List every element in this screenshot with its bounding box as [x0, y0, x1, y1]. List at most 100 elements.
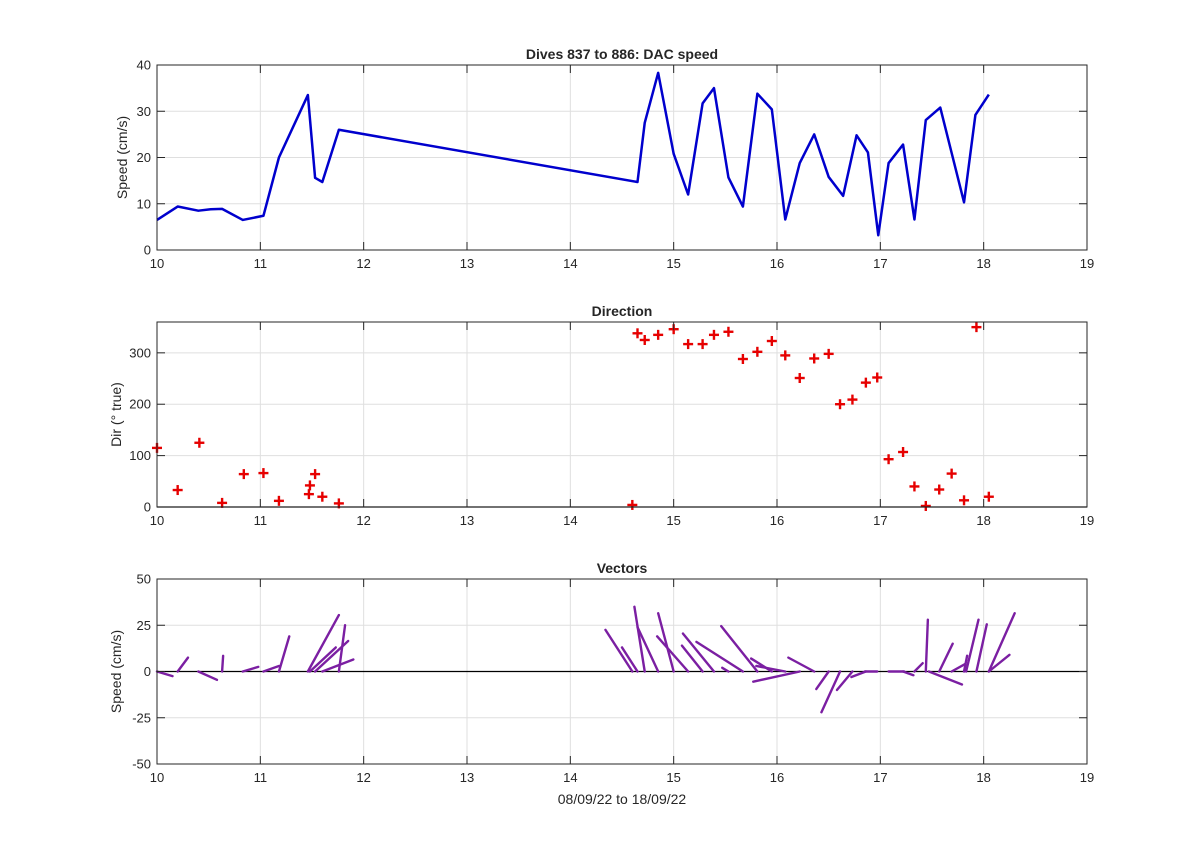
direction-point	[653, 329, 664, 340]
vectors-ylabel: Speed (cm/s)	[108, 630, 124, 713]
x-tick-label: 10	[150, 513, 164, 528]
direction-point	[752, 346, 763, 357]
direction-point	[809, 353, 820, 364]
vector-stick	[241, 665, 260, 673]
direction-point	[303, 489, 314, 500]
direction-point	[683, 339, 694, 350]
x-tick-label: 15	[666, 513, 680, 528]
vector-stick	[755, 664, 787, 673]
y-tick-label: 25	[137, 618, 151, 633]
x-tick-label: 19	[1080, 513, 1094, 528]
y-tick-label: 0	[144, 500, 151, 515]
vector-stick	[950, 662, 967, 673]
direction-point	[959, 495, 970, 506]
x-tick-label: 13	[460, 770, 474, 785]
vector-stick	[633, 605, 646, 673]
direction-point	[860, 377, 871, 388]
vector-stick	[604, 628, 634, 673]
direction-point	[697, 339, 708, 350]
direction-point	[847, 394, 858, 405]
direction-plot-area	[157, 322, 1087, 507]
vector-stick	[620, 646, 639, 673]
direction-point	[317, 491, 328, 502]
vector-stick	[964, 618, 980, 673]
vector-stick	[820, 670, 842, 714]
y-tick-label: 0	[144, 664, 151, 679]
vector-stick	[656, 612, 675, 673]
vector-stick	[220, 654, 225, 673]
x-tick-label: 16	[770, 770, 784, 785]
direction-point	[304, 480, 315, 491]
vector-stick	[850, 670, 868, 679]
direction-point	[835, 399, 846, 410]
direction-point	[971, 322, 982, 333]
x-tick-label: 17	[873, 513, 887, 528]
x-tick-label: 17	[873, 256, 887, 271]
x-tick-label: 17	[873, 770, 887, 785]
vector-stick	[835, 670, 854, 692]
vector-stick	[155, 670, 174, 678]
direction-point	[708, 329, 719, 340]
x-tick-label: 18	[976, 770, 990, 785]
y-tick-label: -50	[132, 757, 151, 772]
x-tick-label: 14	[563, 256, 577, 271]
y-tick-label: 50	[137, 572, 151, 587]
direction-point	[258, 468, 269, 479]
direction-point	[737, 354, 748, 364]
vectors-xlabel: 08/09/22 to 18/09/22	[558, 791, 687, 807]
direction-point	[766, 336, 777, 347]
direction-title: Direction	[592, 303, 653, 319]
direction-point	[273, 495, 284, 506]
x-tick-label: 18	[976, 513, 990, 528]
vector-stick	[308, 646, 337, 673]
y-tick-label: 10	[137, 196, 151, 211]
vectors-series	[155, 605, 1087, 714]
x-tick-label: 11	[254, 256, 268, 271]
direction-point	[920, 500, 931, 511]
direction-panel: 10 11 12 13 14 15 16 17 18 19 0 100 200 300 Direction…	[108, 303, 1094, 528]
direction-point	[172, 485, 183, 496]
vector-stick	[636, 625, 660, 673]
vector-stick	[924, 618, 930, 673]
x-tick-label: 10	[150, 770, 164, 785]
vector-stick	[752, 670, 801, 683]
vector-stick	[681, 632, 716, 673]
y-tick-label: -25	[132, 710, 151, 725]
vector-stick	[787, 656, 816, 673]
y-tick-label: 40	[137, 58, 151, 73]
direction-point	[823, 348, 834, 359]
direction-ticks: 10 11 12 13 14 15 16 17 18 19 0 100 200 300	[129, 322, 1094, 528]
direction-point	[310, 469, 321, 480]
vector-stick	[197, 670, 219, 682]
direction-point	[194, 437, 205, 448]
vectors-title: Vectors	[597, 560, 648, 576]
direction-point	[934, 484, 945, 495]
x-tick-label: 13	[460, 256, 474, 271]
y-tick-label: 30	[137, 104, 151, 119]
vector-stick	[975, 623, 988, 673]
vector-stick	[913, 661, 924, 673]
speed-series	[156, 71, 990, 237]
direction-point	[217, 497, 228, 508]
vector-stick	[655, 635, 690, 673]
x-tick-label: 19	[1080, 256, 1094, 271]
vector-stick	[321, 658, 355, 673]
direction-point	[723, 326, 734, 337]
vector-stick	[680, 644, 704, 673]
speed-ylabel: Speed (cm/s)	[114, 116, 130, 199]
x-tick-label: 16	[770, 513, 784, 528]
x-tick-label: 11	[254, 513, 268, 528]
direction-point	[627, 499, 638, 510]
vector-stick	[262, 664, 281, 673]
vector-stick	[337, 624, 347, 673]
y-tick-label: 0	[144, 243, 151, 258]
vector-stick	[927, 670, 964, 686]
vector-stick	[815, 670, 830, 691]
vector-stick	[938, 642, 954, 673]
direction-point	[238, 469, 249, 480]
y-tick-label: 20	[137, 150, 151, 165]
